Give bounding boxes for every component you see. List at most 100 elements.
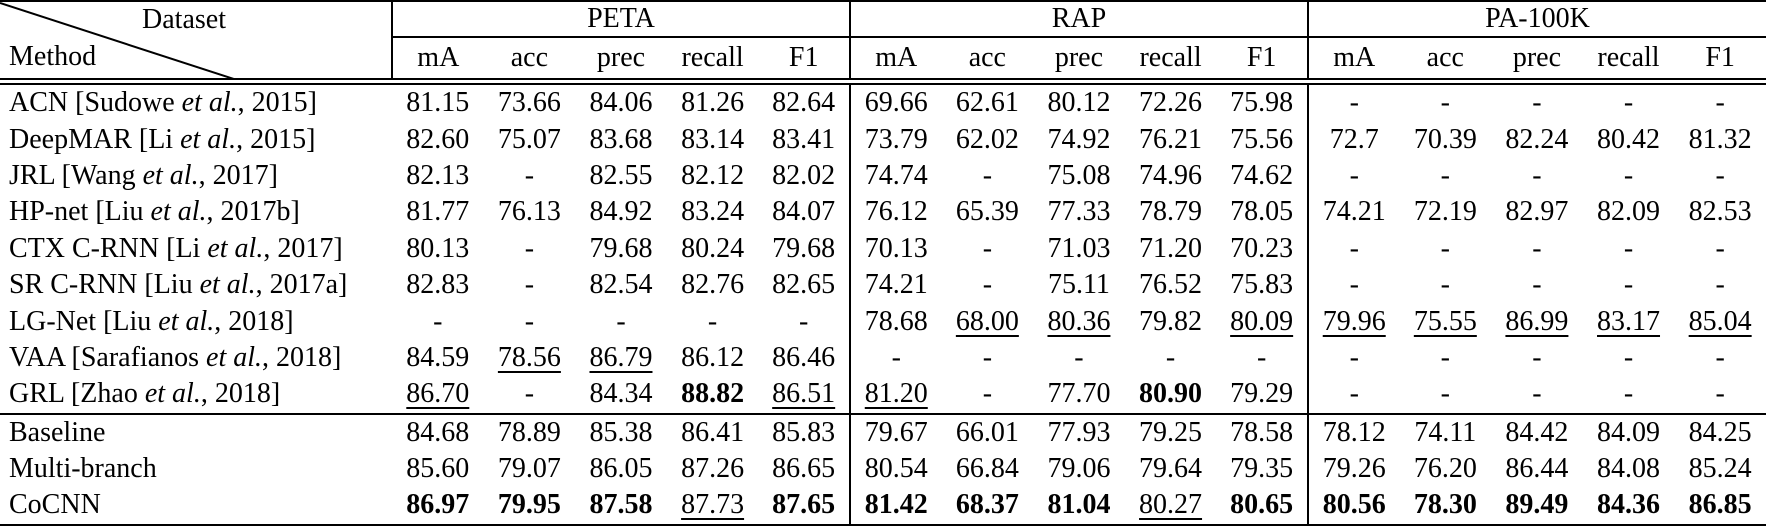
metric-value: - <box>433 305 443 337</box>
metric-value: 79.35 <box>1230 453 1294 485</box>
value-cell: 76.52 <box>1125 267 1217 303</box>
metric-value: - <box>524 159 535 191</box>
value-cell: 69.66 <box>850 82 942 122</box>
value-cell: - <box>1583 267 1675 303</box>
value-cell: 82.65 <box>758 266 851 304</box>
value-cell: 70.39 <box>1400 121 1492 157</box>
metric-value: 80.12 <box>1047 87 1111 119</box>
value-cell: 86.79 <box>575 340 667 376</box>
metric-value: - <box>1349 341 1359 373</box>
method-label: et al. <box>181 87 238 119</box>
value-cell: - <box>1674 267 1766 303</box>
value-cell: 83.14 <box>667 121 759 157</box>
value-cell: 79.25 <box>1124 412 1217 451</box>
value-cell: 78.12 <box>1307 412 1400 451</box>
value-cell: - <box>942 158 1034 194</box>
value-cell: 86.70 <box>392 376 484 413</box>
metric-value: - <box>524 232 535 264</box>
method-label: , 2015] <box>236 123 316 155</box>
metric-value: - <box>1349 232 1359 264</box>
method-cell: JRL [Wang et al., 2017] <box>0 158 392 194</box>
metric-value: - <box>982 269 993 301</box>
metric-value: 78.12 <box>1322 416 1386 448</box>
value-cell: - <box>484 231 576 267</box>
metric-value: - <box>1715 159 1725 191</box>
metric-value: 84.25 <box>1688 416 1752 448</box>
method-label: JRL [Wang <box>9 159 143 191</box>
metric-value: - <box>524 269 535 301</box>
metric-value: 80.13 <box>406 232 470 264</box>
metric-value: 81.04 <box>1047 489 1111 521</box>
value-cell: - <box>1308 267 1400 303</box>
metric-value: 79.96 <box>1322 305 1386 337</box>
metric-value: 85.04 <box>1688 305 1752 337</box>
metric-value: 82.65 <box>772 269 836 301</box>
metric-value: 85.24 <box>1688 453 1752 485</box>
metric-header-prec: prec <box>575 37 667 85</box>
metric-value: 62.02 <box>955 123 1019 155</box>
metric-value: - <box>1440 341 1450 373</box>
metric-header-acc: acc <box>1399 37 1492 85</box>
method-label: ACN [Sudowe <box>9 87 182 119</box>
corner-cell: Dataset Method <box>0 1 393 85</box>
metric-value: - <box>1715 341 1725 373</box>
value-cell: - <box>1216 339 1309 377</box>
metric-value: 80.56 <box>1322 489 1386 521</box>
value-cell: 75.07 <box>484 121 576 157</box>
value-cell: 86.99 <box>1491 303 1583 339</box>
value-cell: - <box>1674 376 1766 413</box>
metric-value: 75.56 <box>1230 123 1294 155</box>
metric-value: 76.13 <box>497 196 561 228</box>
value-cell: - <box>1583 376 1675 413</box>
metric-value: - <box>1532 269 1542 301</box>
value-cell: 84.25 <box>1674 412 1766 451</box>
metric-header-recall: recall <box>1124 37 1217 85</box>
metric-value: 70.23 <box>1230 232 1294 264</box>
metric-value: 82.55 <box>589 159 653 191</box>
metric-value: 79.67 <box>864 416 928 448</box>
value-cell: 86.41 <box>666 412 759 451</box>
diagonal-line <box>0 2 224 75</box>
method-label: et al. <box>142 159 199 191</box>
metric-value: - <box>982 341 993 373</box>
value-cell: 73.79 <box>850 121 942 157</box>
metric-value: - <box>524 378 535 410</box>
metric-value: 71.03 <box>1047 232 1111 264</box>
value-cell: 86.12 <box>667 340 759 376</box>
value-cell: 80.54 <box>850 451 942 487</box>
method-cell: ACN [Sudowe et al., 2015] <box>0 82 392 122</box>
metric-value: 84.08 <box>1597 453 1661 485</box>
value-cell: 82.97 <box>1491 194 1583 230</box>
metric-value: 81.20 <box>864 378 928 410</box>
metric-value: 82.09 <box>1597 196 1661 228</box>
value-cell: 66.01 <box>941 412 1034 451</box>
metric-header-ma: mA <box>849 37 942 85</box>
metric-value: 88.82 <box>681 378 745 410</box>
table-row: CTX C-RNN [Li et al., 2017] 80.13 - 79.68 80… <box>0 230 1766 267</box>
metric-value: - <box>1532 87 1542 119</box>
metric-value: 73.79 <box>864 123 928 155</box>
value-cell: - <box>1583 82 1675 122</box>
metric-value: 84.42 <box>1505 416 1569 448</box>
metric-value: 83.24 <box>681 196 745 228</box>
value-cell: 79.82 <box>1125 303 1217 339</box>
value-cell: 81.42 <box>850 487 942 524</box>
value-cell: 79.07 <box>484 451 576 487</box>
table-row: SR C-RNN [Liu et al., 2017a] 82.83 - 82.54 8… <box>0 266 1766 304</box>
method-label: Baseline <box>9 416 106 448</box>
value-cell: 80.09 <box>1216 303 1309 340</box>
value-cell: 74.21 <box>850 267 942 303</box>
metric-value: 84.36 <box>1597 489 1661 521</box>
metric-value: - <box>1349 378 1359 410</box>
value-cell: 86.97 <box>392 487 484 524</box>
metric-value: - <box>1440 87 1450 119</box>
metric-value: 79.68 <box>589 232 653 264</box>
metric-value: 80.27 <box>1139 489 1203 521</box>
metric-value: - <box>1532 341 1542 373</box>
value-cell: - <box>1033 340 1125 376</box>
value-cell: 83.41 <box>758 121 851 158</box>
value-cell: 78.79 <box>1125 194 1217 230</box>
value-cell: 79.67 <box>849 412 942 451</box>
metric-value: 81.32 <box>1688 123 1752 155</box>
